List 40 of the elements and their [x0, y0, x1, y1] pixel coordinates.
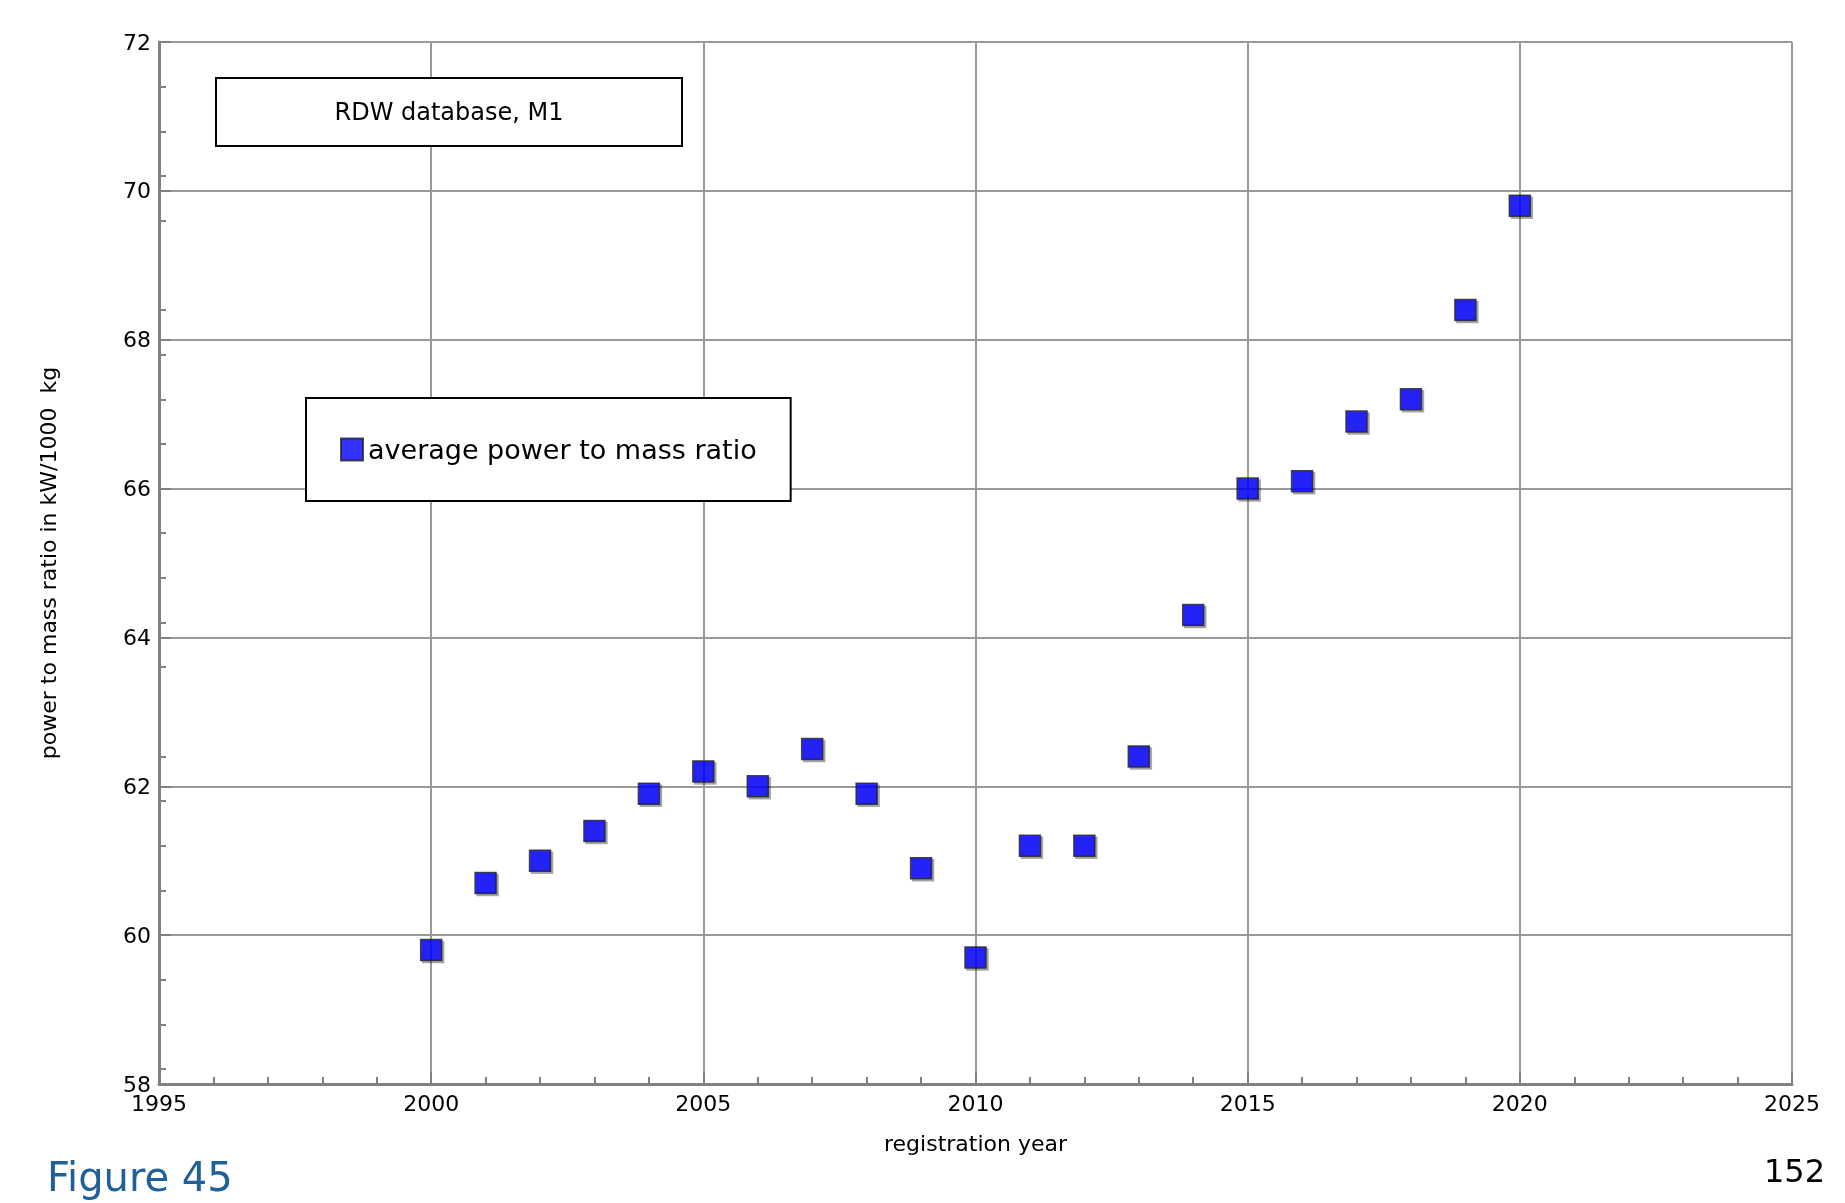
point: [746, 775, 770, 798]
point: [637, 782, 661, 805]
y-axis-title: power to mass ratio in kW/1000 kg: [35, 366, 61, 760]
y-tick-label: 68: [123, 327, 151, 353]
point: [964, 946, 987, 969]
point: [1181, 603, 1205, 627]
y-tick-label: 70: [123, 178, 151, 204]
x-tick-label: 2020: [1491, 1090, 1548, 1116]
point: [909, 856, 933, 880]
point: [692, 760, 715, 783]
point: [1073, 834, 1096, 858]
x-axis-title: registration year: [883, 1130, 1068, 1156]
y-tick-label: 66: [123, 476, 151, 502]
note-box: RDW database, M1: [215, 77, 683, 147]
point: [1290, 469, 1314, 493]
y-tick-label: 60: [123, 922, 151, 948]
point: [855, 782, 878, 805]
x-tick-label: 2010: [947, 1090, 1004, 1116]
text: 152: [1763, 1152, 1825, 1190]
x-tick-label: 2000: [403, 1090, 460, 1116]
point: [1236, 477, 1259, 500]
point: [528, 849, 552, 872]
x-tick-label: 2025: [1764, 1090, 1820, 1116]
caption: Figure 45: [47, 1154, 233, 1200]
point: [1345, 410, 1368, 433]
x-tick-label: 2015: [1219, 1090, 1276, 1116]
point: [583, 819, 606, 843]
point: [419, 938, 443, 962]
point: [1127, 745, 1151, 768]
legend-label: average power to mass ratio: [368, 434, 757, 465]
point: [1399, 388, 1423, 411]
point: [1018, 834, 1042, 858]
point: [474, 871, 497, 895]
point: [1508, 194, 1532, 217]
y-tick-label: 62: [123, 773, 151, 799]
y-tick-label: 72: [123, 29, 151, 55]
x-tick-label: 2005: [675, 1090, 732, 1116]
point: [800, 737, 824, 761]
y-tick-label: 64: [123, 624, 151, 650]
point: [1454, 298, 1477, 322]
